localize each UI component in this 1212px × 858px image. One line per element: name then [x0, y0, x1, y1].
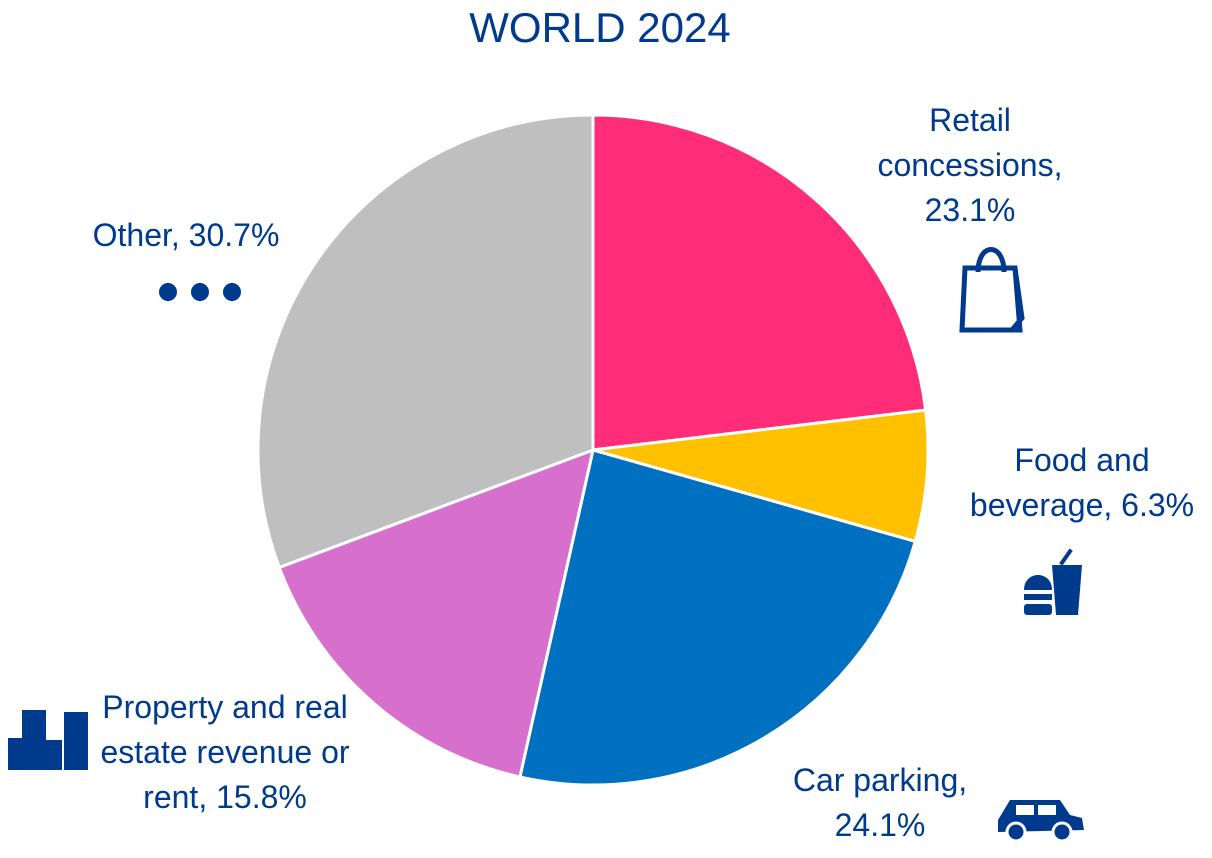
slice-label: Property and real estate revenue or rent… [100, 689, 350, 815]
slice-label: Food and beverage, 6.3% [969, 442, 1195, 523]
pie-slice [277, 447, 596, 779]
slice-label: Retail concessions, 23.1% [877, 102, 1063, 228]
pie [256, 113, 930, 787]
pie-slice [592, 408, 930, 544]
pie-slice [591, 113, 928, 452]
dots-icon [159, 283, 241, 301]
slice-label: Car parking, 24.1% [792, 762, 968, 843]
slice-label: Other, 30.7% [92, 217, 280, 253]
pie-slice [518, 448, 918, 787]
buildings-icon [8, 710, 88, 770]
food-icon [1024, 548, 1082, 615]
icons [8, 247, 1084, 843]
chart-title: WORLD 2024 [469, 4, 731, 51]
car-icon [998, 800, 1084, 843]
bag-icon [959, 247, 1025, 333]
pie-slice [256, 113, 595, 570]
